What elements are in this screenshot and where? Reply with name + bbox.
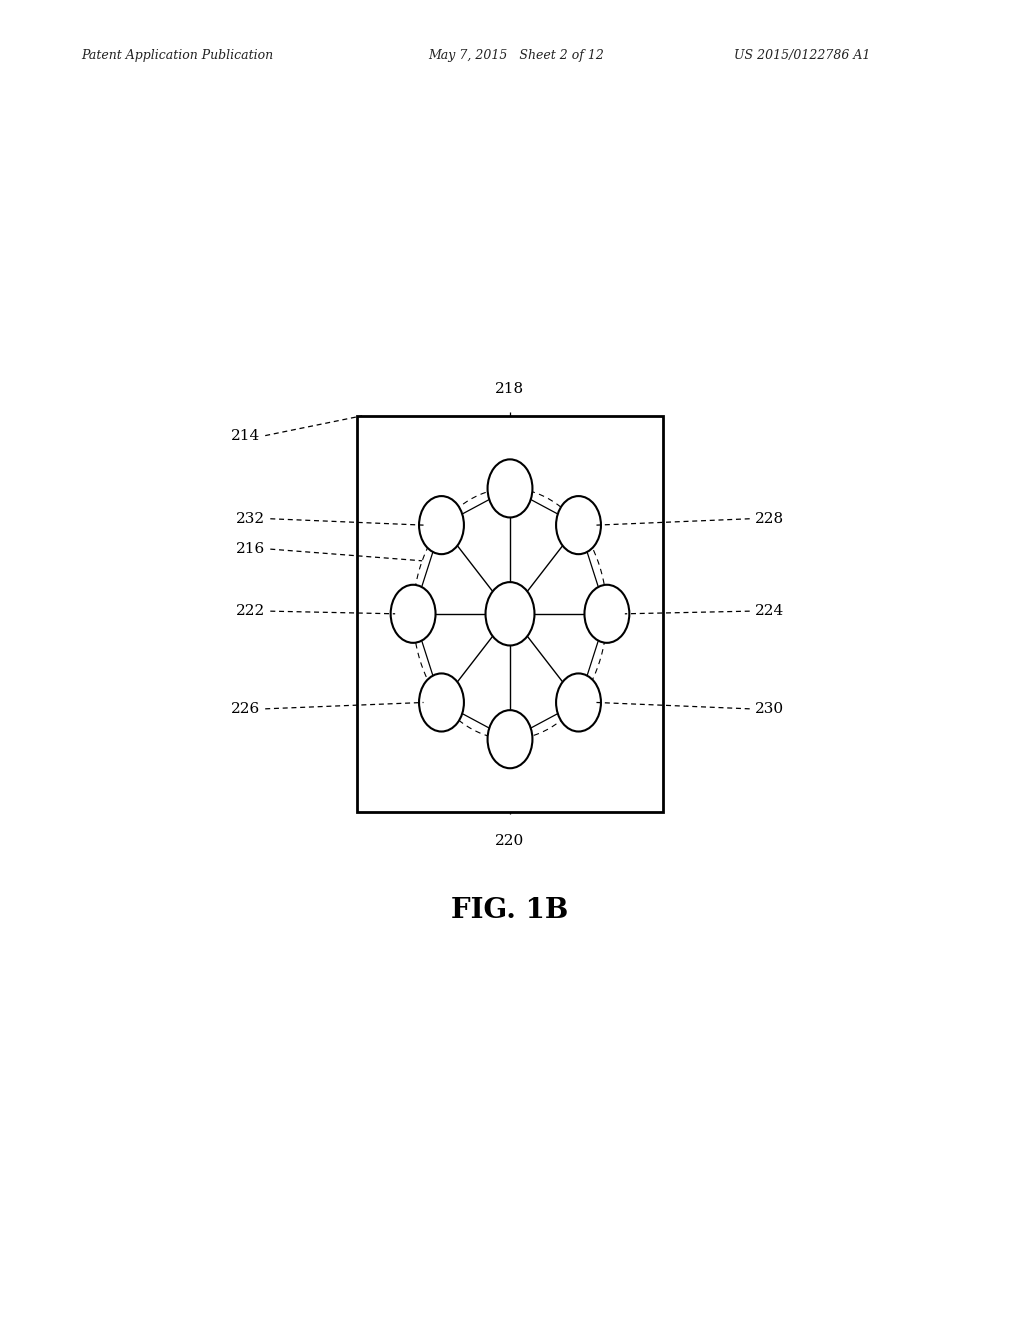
Text: 232: 232 xyxy=(235,512,265,525)
Ellipse shape xyxy=(487,459,532,517)
Text: 224: 224 xyxy=(754,605,784,618)
Text: 222: 222 xyxy=(235,605,265,618)
Text: 230: 230 xyxy=(754,702,784,715)
Text: FIG. 1B: FIG. 1B xyxy=(451,898,568,924)
Text: May 7, 2015   Sheet 2 of 12: May 7, 2015 Sheet 2 of 12 xyxy=(428,49,603,62)
Text: 216: 216 xyxy=(235,543,265,556)
Text: 218: 218 xyxy=(495,381,524,396)
Ellipse shape xyxy=(419,673,464,731)
Text: 228: 228 xyxy=(754,512,784,525)
Text: 226: 226 xyxy=(230,702,260,715)
Ellipse shape xyxy=(584,585,629,643)
Ellipse shape xyxy=(390,585,435,643)
Text: 214: 214 xyxy=(230,429,260,442)
Ellipse shape xyxy=(487,710,532,768)
Ellipse shape xyxy=(485,582,534,645)
Text: Patent Application Publication: Patent Application Publication xyxy=(82,49,273,62)
Ellipse shape xyxy=(555,496,600,554)
Text: US 2015/0122786 A1: US 2015/0122786 A1 xyxy=(734,49,870,62)
Ellipse shape xyxy=(419,496,464,554)
Text: 220: 220 xyxy=(495,834,524,849)
Ellipse shape xyxy=(555,673,600,731)
Bar xyxy=(357,416,662,812)
